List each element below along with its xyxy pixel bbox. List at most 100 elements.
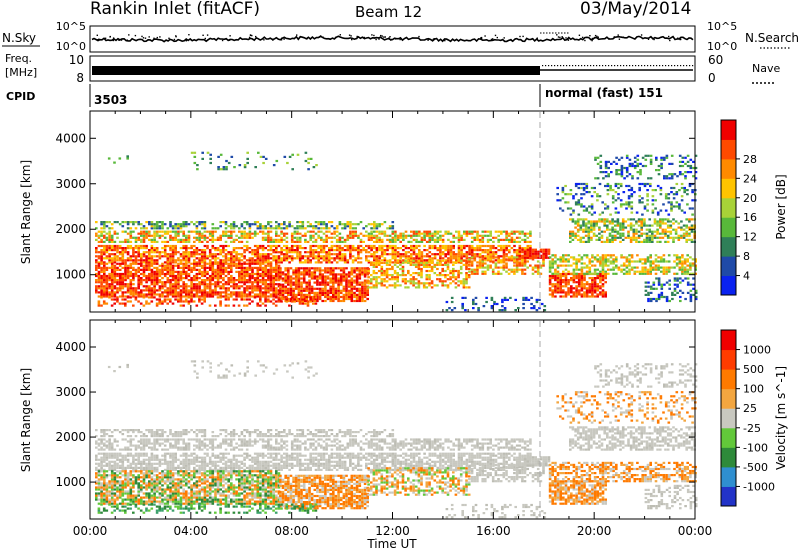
power-cell — [145, 234, 148, 237]
power-cell — [674, 232, 678, 235]
power-cell — [562, 272, 565, 276]
power-cell — [182, 289, 185, 292]
power-cell — [277, 277, 281, 280]
power-cell — [689, 264, 692, 267]
power-cell — [142, 264, 146, 267]
power-cell — [545, 256, 548, 259]
power-cell — [275, 266, 278, 269]
power-cell — [615, 256, 618, 259]
power-cell — [590, 222, 593, 225]
power-cell — [153, 289, 156, 292]
power-cell — [414, 272, 418, 275]
power-cell — [251, 232, 254, 235]
power-cell — [214, 238, 217, 241]
power-cell — [388, 240, 392, 243]
power-cell — [351, 244, 355, 248]
power-cell — [158, 268, 162, 271]
power-cell — [193, 277, 196, 280]
power-cell — [410, 257, 413, 260]
power-cell — [571, 220, 575, 223]
power-cell — [481, 240, 485, 243]
power-cell — [105, 274, 109, 278]
power-cell — [481, 259, 485, 262]
power-cell — [294, 295, 298, 299]
power-cell — [298, 236, 302, 239]
power-cell — [425, 230, 429, 233]
power-cell — [261, 287, 265, 290]
power-cell — [257, 151, 260, 154]
power-cell — [251, 257, 254, 260]
power-cell — [289, 287, 293, 290]
power-cell — [346, 249, 350, 252]
power-cell — [542, 248, 545, 251]
power-cell — [342, 285, 346, 288]
power-cell — [182, 300, 185, 303]
power-cell — [308, 291, 311, 294]
power-cell — [198, 281, 201, 284]
power-cell — [345, 281, 348, 284]
power-cell — [385, 259, 389, 262]
power-cell — [394, 253, 397, 256]
power-cell — [357, 223, 360, 226]
power-cell — [347, 279, 351, 282]
power-cell — [476, 244, 479, 248]
power-cell — [420, 255, 424, 258]
power-cell — [312, 251, 315, 254]
power-cell — [174, 279, 177, 282]
power-cell — [277, 300, 281, 303]
power-cell — [208, 274, 212, 278]
power-cell — [245, 285, 249, 288]
power-cell — [208, 230, 212, 233]
power-cell — [508, 249, 511, 252]
power-cell — [235, 293, 238, 296]
power-cell — [436, 263, 439, 266]
power-cell — [518, 247, 522, 250]
power-cell — [100, 274, 103, 278]
power-cell — [219, 272, 222, 276]
power-cell — [551, 264, 554, 267]
power-cell — [195, 285, 199, 288]
power-cell — [391, 225, 395, 228]
power-cell — [342, 271, 346, 274]
power-cell — [177, 240, 180, 243]
power-cell — [622, 262, 626, 265]
power-cell — [283, 221, 286, 224]
power-cell — [103, 221, 106, 224]
power-cell — [521, 238, 524, 241]
power-cell — [357, 247, 360, 250]
power-cell — [649, 256, 652, 259]
power-cell — [296, 247, 299, 250]
power-cell — [103, 293, 106, 296]
power-cell — [510, 232, 514, 235]
power-cell — [289, 281, 293, 284]
noise-search-dot — [283, 38, 285, 40]
power-cell — [280, 251, 283, 254]
power-cell — [203, 225, 207, 228]
power-cell — [329, 271, 332, 274]
power-cell — [484, 272, 487, 275]
power-cell — [430, 280, 434, 283]
power-cell — [190, 266, 193, 269]
power-cell — [134, 255, 138, 258]
power-cell — [251, 295, 254, 298]
power-cell — [272, 281, 275, 284]
power-cell — [235, 287, 238, 290]
power-cell — [105, 255, 109, 258]
power-cell — [604, 256, 607, 259]
power-cell — [548, 262, 552, 265]
power-cell — [481, 266, 484, 269]
power-cell — [459, 282, 463, 285]
power-cell — [370, 234, 373, 237]
power-cell — [505, 232, 508, 235]
power-cell — [601, 277, 605, 280]
nave-dot — [602, 65, 604, 67]
power-cell — [325, 236, 328, 239]
power-cell — [217, 168, 220, 171]
power-cell — [662, 270, 666, 273]
power-cell — [243, 272, 246, 276]
power-cell — [645, 234, 649, 237]
power-cell — [285, 296, 289, 299]
power-cell — [121, 259, 125, 262]
power-cell — [351, 236, 355, 239]
noise-search-dot — [399, 38, 401, 41]
